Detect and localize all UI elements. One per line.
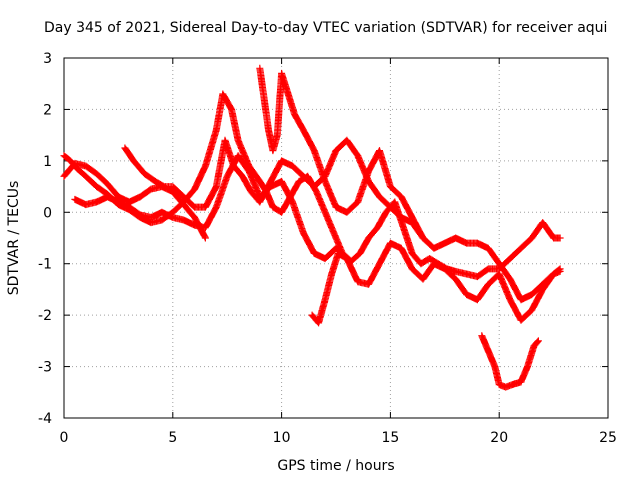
- series-track-f: [308, 249, 351, 327]
- series-track-c: [71, 152, 564, 324]
- y-tick-label: -2: [38, 308, 52, 324]
- x-tick-label: 5: [168, 430, 177, 446]
- x-tick-label: 20: [490, 430, 508, 446]
- y-tick-labels: 3 2 1 0 -1 -2 -3 -4: [38, 51, 52, 427]
- y-tick-label: 3: [43, 51, 52, 67]
- data-points-track-g: [478, 332, 542, 391]
- y-axis-label: SDTVAR / TECUs: [6, 181, 22, 296]
- series-track-e: [256, 64, 427, 242]
- data-points-track-d: [121, 136, 564, 304]
- series-points: [60, 64, 564, 391]
- y-tick-label: -1: [38, 257, 52, 273]
- x-axis-label: GPS time / hours: [277, 458, 394, 474]
- chart-title: Day 345 of 2021, Sidereal Day-to-day VTE…: [44, 20, 607, 36]
- series-track-g: [478, 332, 542, 391]
- x-tick-label: 15: [381, 430, 399, 446]
- y-tick-label: 1: [43, 154, 52, 170]
- y-tick-label: 2: [43, 102, 52, 118]
- x-tick-label: 0: [60, 430, 69, 446]
- x-tick-label: 10: [273, 430, 291, 446]
- plot-frame: [63, 57, 609, 419]
- x-tick-label: 25: [599, 430, 617, 446]
- series-track-d: [121, 136, 564, 304]
- x-tick-labels: 0 5 10 15 20 25: [60, 430, 617, 446]
- data-points-track-e: [256, 64, 427, 242]
- y-tick-label: -3: [38, 360, 52, 376]
- axis-ticks: [63, 57, 609, 419]
- data-points-track-f: [308, 249, 351, 327]
- y-tick-label: -4: [38, 411, 52, 427]
- data-points-track-c: [71, 152, 564, 324]
- y-tick-label: 0: [43, 205, 52, 221]
